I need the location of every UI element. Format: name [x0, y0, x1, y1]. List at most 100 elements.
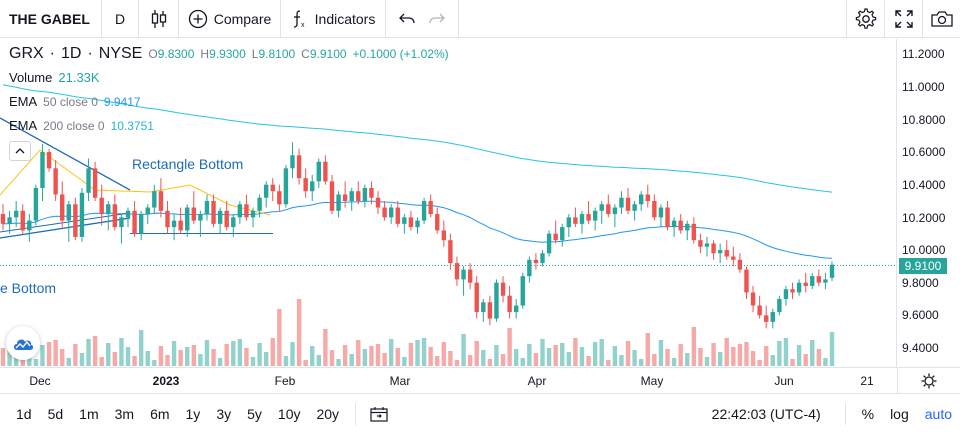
undo-icon[interactable]	[399, 12, 415, 26]
candle-body	[487, 302, 493, 319]
candle-body	[757, 305, 762, 316]
legend-symbol[interactable]: GRX	[9, 45, 44, 62]
indicators-button[interactable]: x Indicators	[281, 0, 386, 38]
volume-bar	[375, 344, 381, 366]
range-button-20y[interactable]: 20y	[316, 406, 340, 422]
volume-bar	[592, 342, 598, 366]
compare-button[interactable]: Compare	[179, 0, 281, 38]
volume-bar	[231, 341, 236, 366]
candle-body	[592, 210, 598, 221]
volume-bar	[92, 336, 98, 366]
volume-bar	[553, 345, 558, 366]
range-button-1m[interactable]: 1m	[79, 406, 99, 422]
candle-body	[579, 214, 585, 224]
auto-toggle[interactable]: auto	[924, 406, 952, 422]
range-button-6m[interactable]: 6m	[150, 406, 170, 422]
legend-exchange: NYSE	[98, 45, 143, 62]
volume-bar	[145, 351, 150, 366]
volume-bar	[796, 345, 802, 366]
candle-body	[270, 184, 275, 192]
settings-button[interactable]	[846, 0, 884, 38]
close-value: 9.9100	[309, 47, 347, 61]
volume-bar	[53, 340, 58, 366]
volume-bar	[711, 343, 716, 366]
ema200-label[interactable]: EMA	[9, 118, 38, 133]
candle-body	[711, 243, 716, 254]
volume-bar	[178, 350, 183, 366]
range-button-5d[interactable]: 5d	[47, 406, 64, 422]
volume-bar	[671, 358, 677, 366]
range-button-5y[interactable]: 5y	[247, 406, 262, 422]
candle-body	[533, 259, 539, 264]
clock-timezone[interactable]: 22:42:03 (UTC-4)	[711, 406, 821, 422]
candle-body	[138, 214, 144, 234]
chart-type-button[interactable]	[139, 0, 179, 38]
volume-bar	[211, 349, 216, 366]
brand-logo-button[interactable]	[6, 326, 40, 360]
log-toggle[interactable]: log	[890, 406, 909, 422]
candle-body	[494, 282, 499, 319]
range-button-1y[interactable]: 1y	[185, 406, 201, 422]
candle-body	[211, 201, 216, 224]
gear-icon	[855, 8, 876, 29]
candle-body	[296, 155, 302, 179]
candle-body	[467, 269, 473, 283]
camera-icon	[930, 11, 953, 27]
candle-body	[527, 259, 532, 277]
ema200-params: 200 close 0	[43, 119, 105, 133]
range-button-10y[interactable]: 10y	[277, 406, 301, 422]
volume-bar	[586, 356, 591, 366]
candle-body	[7, 217, 12, 224]
bottom-separator	[355, 403, 357, 425]
volume-bar	[310, 346, 315, 366]
legend-collapse-button[interactable]	[9, 141, 31, 161]
candle-body	[474, 282, 479, 313]
axis-settings-button[interactable]	[897, 368, 960, 394]
volume-bar	[816, 349, 822, 366]
candle-body	[60, 194, 65, 221]
volume-bar	[152, 360, 157, 366]
range-button-1d[interactable]: 1d	[16, 406, 32, 422]
price-axis-label: 11.0000	[902, 80, 945, 94]
candle-body	[691, 223, 697, 241]
candle-body	[112, 204, 118, 228]
rectangle-left-label[interactable]: e Bottom	[0, 280, 57, 296]
range-button-3m[interactable]: 3m	[114, 406, 135, 422]
close-label: C	[301, 47, 310, 61]
candle-body	[540, 253, 545, 264]
volume-bar	[421, 338, 427, 366]
volume-bar	[323, 329, 328, 366]
bottom-right-controls: 22:42:03 (UTC-4) % log auto	[712, 395, 960, 433]
candle-body	[237, 204, 243, 218]
volume-bar	[60, 349, 65, 366]
volume-bar	[678, 344, 683, 366]
screenshot-button[interactable]	[922, 0, 960, 38]
volume-bar	[40, 345, 45, 366]
volume-bar	[244, 348, 249, 366]
volume-bar	[540, 339, 545, 366]
rectangle-label[interactable]: Rectangle Bottom	[132, 156, 244, 172]
volume-bar	[606, 360, 611, 366]
calendar-range-icon[interactable]	[370, 406, 388, 422]
candle-body	[217, 210, 223, 224]
open-value: 9.8300	[157, 47, 195, 61]
volume-bar	[356, 340, 361, 366]
volume-bar	[46, 342, 52, 366]
volume-bar	[691, 327, 697, 366]
redo-icon[interactable]	[429, 12, 445, 26]
legend-dot-1: ·	[49, 45, 55, 62]
candle-body	[40, 152, 45, 188]
candle-body	[448, 240, 453, 264]
volume-bar	[73, 344, 78, 366]
percent-toggle[interactable]: %	[861, 406, 875, 422]
interval-button[interactable]: D	[102, 0, 139, 38]
fullscreen-button[interactable]	[884, 0, 922, 38]
volume-bar	[125, 347, 131, 366]
range-button-3y[interactable]: 3y	[216, 406, 232, 422]
candle-body	[671, 220, 677, 228]
ema50-label[interactable]: EMA	[9, 94, 38, 109]
time-axis[interactable]: Dec 2023 Feb Mar Apr May Jun 21	[0, 367, 960, 394]
ema200-value: 10.3751	[110, 119, 154, 133]
volume-bar	[494, 345, 499, 366]
volume-bar	[560, 343, 565, 366]
